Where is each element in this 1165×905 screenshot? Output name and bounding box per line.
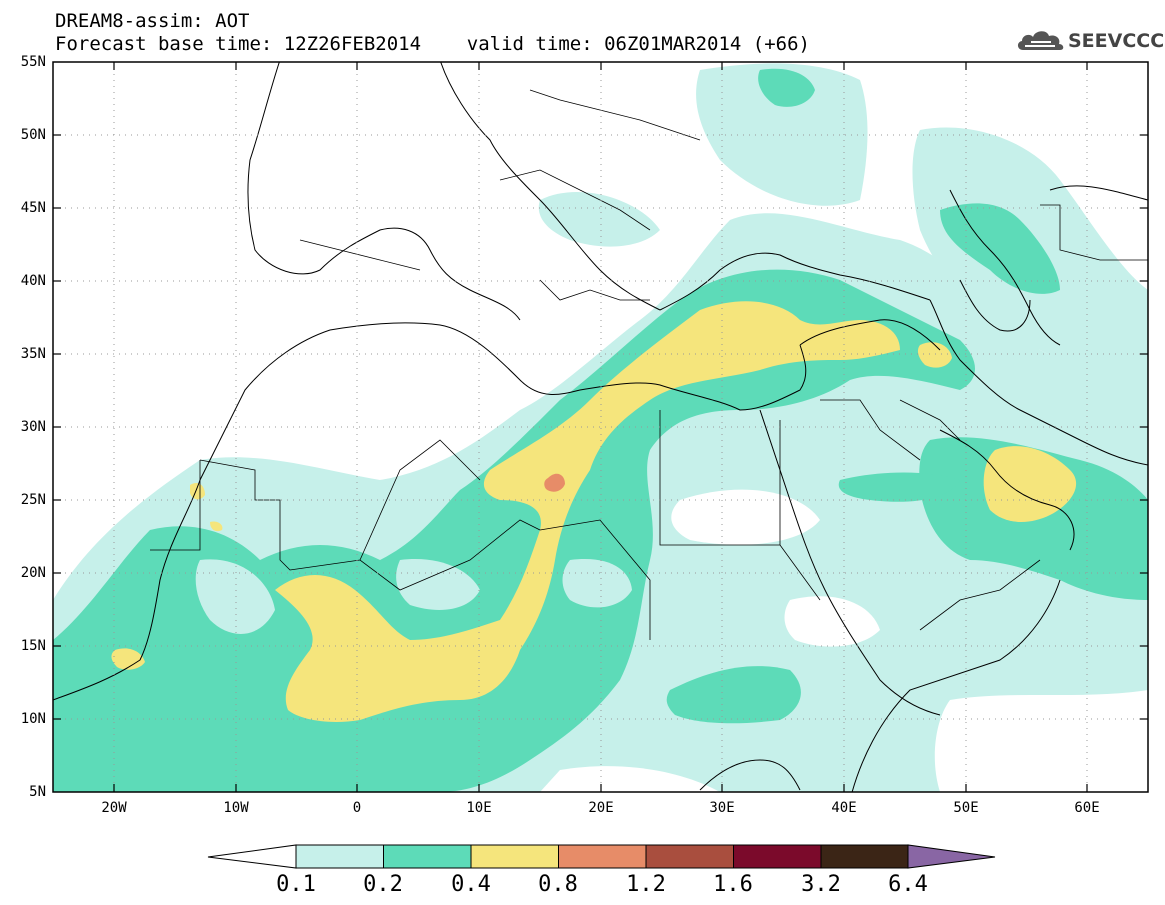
aot-band-0.8 bbox=[544, 473, 565, 492]
colorbar-swatch bbox=[383, 844, 472, 869]
lon-label: 60E bbox=[1074, 800, 1100, 816]
colorbar-label: 1.2 bbox=[626, 872, 666, 897]
lat-label: 50N bbox=[20, 127, 46, 143]
colorbar-over-arrow bbox=[907, 844, 996, 869]
colorbar-label: 0.1 bbox=[276, 872, 316, 897]
lon-label: 30E bbox=[709, 800, 735, 816]
lon-label: 40E bbox=[831, 800, 857, 816]
coastlines bbox=[53, 62, 1148, 792]
colorbar-swatch bbox=[645, 844, 734, 869]
lon-label: 10W bbox=[223, 800, 249, 816]
aot-clear-areas bbox=[168, 489, 1148, 792]
lon-label: 50E bbox=[953, 800, 979, 816]
lat-label: 55N bbox=[20, 54, 46, 70]
lon-label: 20E bbox=[588, 800, 614, 816]
colorbar-swatch bbox=[558, 844, 647, 869]
colorbar bbox=[207, 844, 996, 869]
aot-band-0.4 bbox=[111, 301, 1077, 722]
colorbar-swatch bbox=[820, 844, 909, 869]
colorbar-under-arrow bbox=[207, 844, 297, 869]
cloud-icon bbox=[1017, 31, 1064, 50]
lat-label: 35N bbox=[20, 346, 46, 362]
lat-label: 10N bbox=[20, 711, 46, 727]
lat-label: 30N bbox=[20, 419, 46, 435]
colorbar-swatch bbox=[733, 844, 822, 869]
lat-label: 25N bbox=[20, 492, 46, 508]
colorbar-swatch bbox=[295, 844, 384, 869]
aot-band-0.1-inner bbox=[195, 559, 632, 634]
colorbar-label: 6.4 bbox=[888, 872, 928, 897]
forecast-time-line: Forecast base time: 12Z26FEB2014 valid t… bbox=[55, 33, 810, 55]
lat-label: 45N bbox=[20, 200, 46, 216]
lon-label: 20W bbox=[101, 800, 127, 816]
colorbar-label: 1.6 bbox=[713, 872, 753, 897]
axis-ticks bbox=[53, 62, 1148, 792]
colorbar-label: 3.2 bbox=[801, 872, 841, 897]
colorbar-label: 0.4 bbox=[451, 872, 491, 897]
country-borders bbox=[150, 89, 1148, 640]
colorbar-label: 0.8 bbox=[538, 872, 578, 897]
colorbar-swatch bbox=[470, 844, 559, 869]
lat-label: 5N bbox=[29, 784, 46, 800]
grid-lines bbox=[53, 62, 1148, 792]
aot-field bbox=[53, 63, 1148, 792]
lat-label: 40N bbox=[20, 273, 46, 289]
logo-text: SEEVCCC bbox=[1068, 30, 1165, 52]
lat-label: 15N bbox=[20, 638, 46, 654]
map-title: DREAM8-assim: AOT bbox=[55, 10, 250, 32]
seevccc-logo: SEEVCCC bbox=[1015, 26, 1164, 56]
colorbar-label: 0.2 bbox=[363, 872, 403, 897]
lat-label: 20N bbox=[20, 565, 46, 581]
lon-label: 10E bbox=[466, 800, 492, 816]
lon-label: 0 bbox=[352, 800, 362, 816]
